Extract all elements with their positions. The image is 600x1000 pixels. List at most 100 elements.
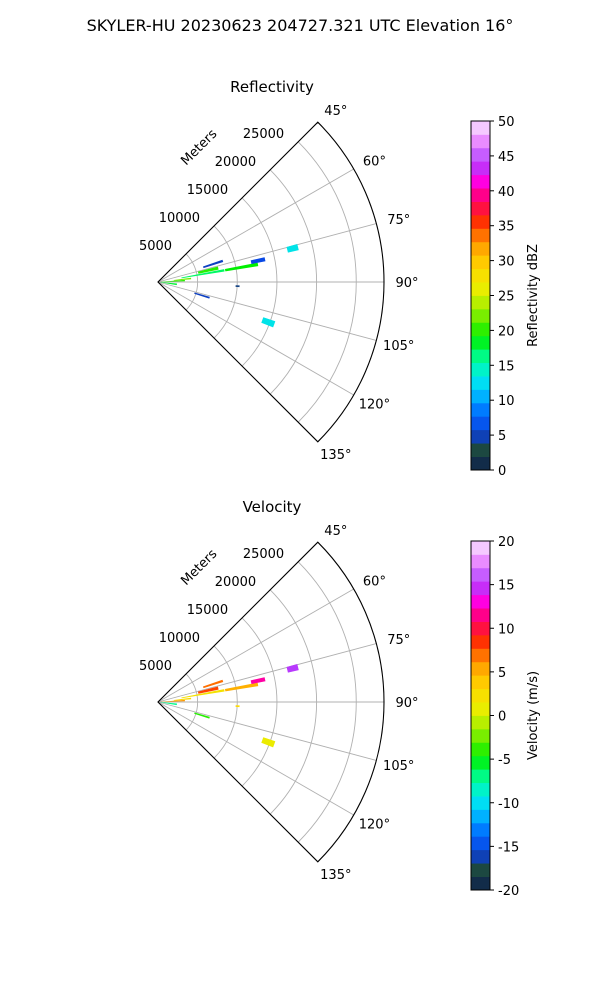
reflectivity-colorbar-swatch [471,214,490,229]
velocity-echo-cell [161,699,185,702]
velocity-colorbar-swatch [471,702,490,716]
velocity-title: Velocity [243,498,302,516]
reflectivity-colorbar-swatch [471,134,490,149]
reflectivity-echo-cell [235,285,240,288]
reflectivity-colorbar-swatch [471,268,490,283]
reflectivity-colorbar-tick-label: 10 [498,394,515,409]
velocity-colorbar-tick-label: 15 [498,579,515,594]
velocity-range-label: 20000 [215,575,256,590]
azimuth-gridline [157,168,354,283]
velocity-colorbar-swatch [471,688,490,703]
reflectivity-colorbar-swatch [471,255,490,270]
reflectivity-colorbar-swatch [471,456,490,471]
velocity-colorbar-tick-label: 0 [498,710,506,725]
azimuth-gridline [157,701,377,761]
velocity-colorbar-tick-label: -15 [498,840,519,855]
reflectivity-colorbar-tick-label: 35 [498,220,515,235]
velocity-panel: Velocity 45° 60° 75° 90° 105° 120° 135° 5000 1000… [139,498,541,899]
velocity-colorbar-swatch [471,769,490,784]
reflectivity-colorbar-tick-label: 50 [498,115,515,130]
velocity-colorbar-swatch [471,648,490,663]
reflectivity-colorbar-tick-label: 40 [498,185,515,200]
reflectivity-echo-cell [160,282,177,286]
reflectivity-range-label: 5000 [139,239,172,254]
azimuth-gridline [157,223,377,283]
velocity-colorbar-swatch [471,608,490,622]
velocity-colorbar-swatch [471,863,490,877]
reflectivity-colorbar-tick-label: 45 [498,150,515,165]
velocity-colorbar-swatch [471,742,490,757]
velocity-colorbar-swatch [471,661,490,676]
velocity-colorbar-swatch [471,715,490,730]
velocity-colorbar-swatch [471,581,490,596]
reflectivity-azimuth-label: 60° [363,155,386,170]
reflectivity-colorbar-tick-label: 25 [498,290,515,305]
velocity-echo-cell [235,705,240,708]
velocity-colorbar-swatch [471,567,490,582]
azimuth-gridline [157,281,354,396]
velocity-colorbar-swatch [471,876,490,891]
velocity-range-label: 5000 [139,659,172,674]
velocity-azimuth-label: 60° [363,575,386,590]
velocity-echo-cell [173,697,192,701]
velocity-colorbar-swatch [471,728,490,743]
azimuth-gridline [157,588,354,703]
reflectivity-colorbar-swatch [471,241,490,256]
reflectivity-echo-cell [250,257,266,265]
reflectivity-azimuth-label: 135° [320,448,351,463]
reflectivity-panel: Reflectivity 45° 60° 75° 90° 105° 120° 135° 5000… [139,78,541,479]
velocity-colorbar-swatch [471,809,490,824]
velocity-colorbar-swatch [471,541,490,555]
azimuth-gridline [157,701,354,816]
reflectivity-sector-frame [157,121,385,443]
reflectivity-colorbar-swatch [471,416,490,431]
velocity-range-label: 25000 [243,547,284,562]
velocity-colorbar-label: Velocity (m/s) [526,671,541,760]
reflectivity-echo-cell [181,269,225,279]
velocity-colorbar-tick-label: 10 [498,622,515,637]
figure-suptitle: SKYLER-HU 20230623 204727.321 UTC Elevat… [87,16,514,35]
velocity-colorbar-swatch [471,634,490,649]
velocity-azimuth-label: 45° [324,524,347,539]
velocity-azimuth-label: 75° [387,633,410,648]
velocity-echo-cell [194,712,210,719]
reflectivity-azimuth-label: 120° [359,398,390,413]
velocity-range-label: 10000 [159,631,200,646]
velocity-colorbar-swatch [471,836,490,851]
velocity-colorbar-swatch [471,796,490,810]
reflectivity-colorbar-swatch [471,322,490,337]
reflectivity-colorbar-swatch [471,295,490,310]
reflectivity-colorbar-swatch [471,188,490,202]
velocity-echo-cell [160,702,177,706]
velocity-colorbar-swatch [471,554,490,569]
reflectivity-colorbar-swatch [471,308,490,323]
reflectivity-colorbar-tick-label: 15 [498,359,515,374]
reflectivity-echo-cell [197,266,219,274]
velocity-echo-cell [202,679,224,689]
reflectivity-azimuth-label: 45° [324,104,347,119]
velocity-colorbar-swatch [471,675,490,690]
reflectivity-colorbar-tick-label: 0 [498,464,506,479]
reflectivity-colorbar-swatch [471,282,490,296]
reflectivity-colorbar-swatch [471,201,490,216]
velocity-colorbar-tick-label: -5 [498,753,511,768]
velocity-range-label: 15000 [187,603,228,618]
velocity-colorbar-tick-label: 5 [498,666,506,681]
velocity-colorbar-swatch [471,621,490,636]
reflectivity-echo-cell [194,292,210,299]
velocity-echo-cell [181,689,225,699]
velocity-colorbar-swatch [471,782,490,797]
reflectivity-azimuth-label: 105° [383,339,414,354]
velocity-colorbar-tick-label: 20 [498,535,515,550]
azimuth-gridline [157,643,377,703]
velocity-colorbar-swatch [471,755,490,770]
reflectivity-colorbar-swatch [471,161,490,176]
reflectivity-colorbar-swatch [471,174,490,189]
reflectivity-range-label: 25000 [243,127,284,142]
velocity-azimuth-label: 105° [383,759,414,774]
reflectivity-colorbar-swatch [471,376,490,390]
velocity-echo-cell [224,682,259,692]
reflectivity-title: Reflectivity [230,78,314,96]
reflectivity-echo-cell [173,277,192,281]
